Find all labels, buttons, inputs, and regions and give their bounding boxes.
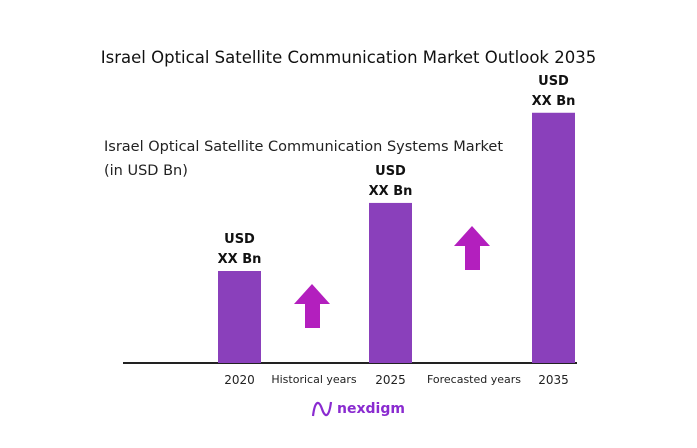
data-label-value: XX Bn	[218, 252, 262, 267]
data-label-usd: USD	[375, 164, 406, 179]
x-tick-label: 2025	[375, 373, 406, 387]
data-label-usd: USD	[224, 232, 255, 247]
data-label-usd: USD	[538, 74, 569, 89]
bar-2025	[369, 202, 412, 363]
data-label-value: XX Bn	[369, 184, 413, 199]
nexdigm-logo: nexdigm	[311, 398, 405, 420]
x-tick-label: 2035	[538, 373, 569, 387]
up-arrow-icon-historical	[294, 284, 330, 328]
bar-2035	[532, 112, 575, 363]
chart-title: Israel Optical Satellite Communication M…	[100, 48, 597, 67]
x-tick-label: 2020	[224, 373, 255, 387]
period-label-forecasted: Forecasted years	[427, 373, 521, 386]
up-arrow-icon-forecasted	[454, 226, 490, 270]
logo-icon	[311, 401, 333, 417]
logo-text: nexdigm	[337, 401, 405, 417]
chart-subtitle: Israel Optical Satellite Communication S…	[104, 139, 504, 179]
data-label-value: XX Bn	[532, 94, 576, 109]
period-label-historical: Historical years	[271, 373, 357, 386]
bar-2020	[218, 271, 261, 363]
